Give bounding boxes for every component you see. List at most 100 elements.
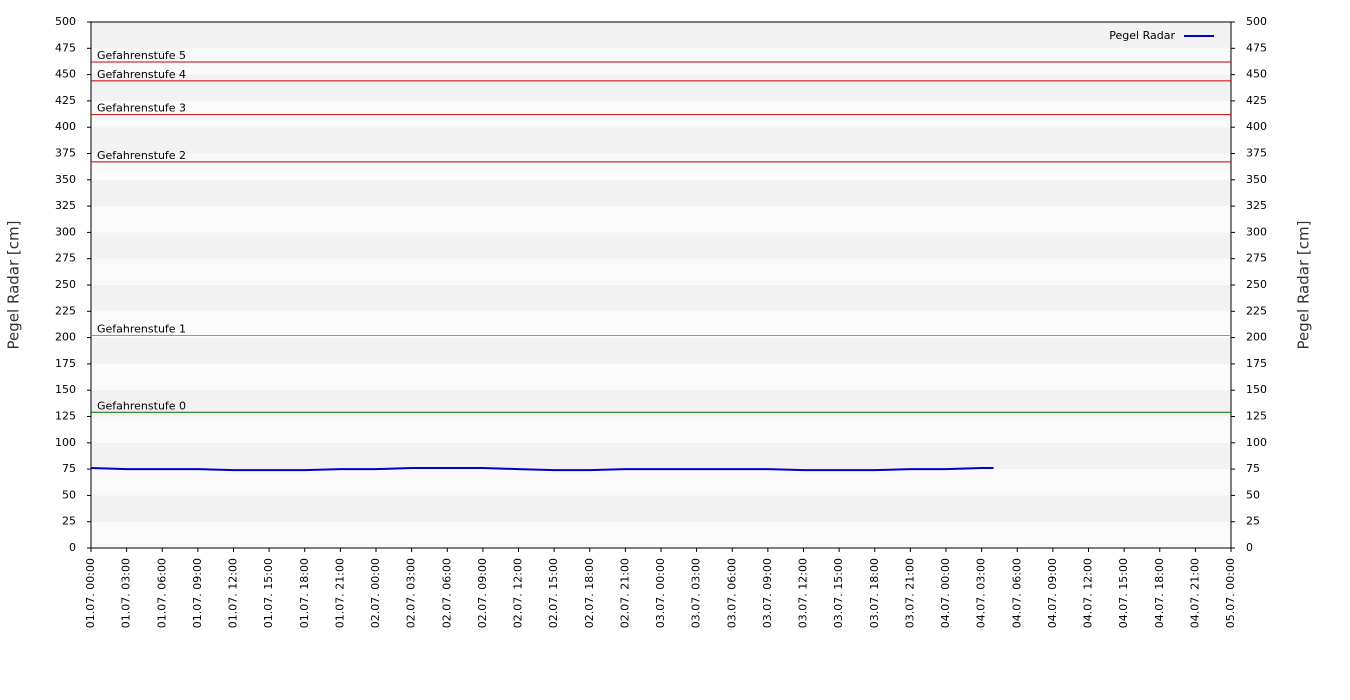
x-tick-label: 04.07. 09:00 bbox=[1046, 558, 1059, 628]
y2-tick-label: 200 bbox=[1246, 331, 1267, 344]
grid-band bbox=[91, 127, 1231, 154]
grid-band bbox=[91, 363, 1231, 391]
y-tick-label: 400 bbox=[55, 120, 76, 133]
y2-tick-label: 50 bbox=[1246, 488, 1260, 501]
x-tick-label: 02.07. 03:00 bbox=[405, 558, 418, 628]
y-tick-label: 375 bbox=[55, 147, 76, 160]
x-tick-label: 04.07. 15:00 bbox=[1117, 558, 1130, 628]
y-tick-label: 500 bbox=[55, 15, 76, 28]
x-tick-label: 04.07. 00:00 bbox=[939, 558, 952, 628]
grid-band bbox=[91, 337, 1231, 364]
x-tick-label: 03.07. 00:00 bbox=[654, 558, 667, 628]
y-tick-label: 425 bbox=[55, 94, 76, 107]
x-tick-label: 01.07. 21:00 bbox=[333, 558, 346, 628]
x-tick-label: 05.07. 00:00 bbox=[1224, 558, 1237, 628]
y-tick-label: 50 bbox=[62, 488, 76, 501]
x-tick-label: 03.07. 15:00 bbox=[832, 558, 845, 628]
y-tick-label: 325 bbox=[55, 199, 76, 212]
threshold-label: Gefahrenstufe 2 bbox=[97, 149, 186, 162]
y2-tick-label: 75 bbox=[1246, 462, 1260, 475]
x-tick-label: 03.07. 18:00 bbox=[868, 558, 881, 628]
x-tick-label: 01.07. 00:00 bbox=[84, 558, 97, 628]
threshold-label: Gefahrenstufe 1 bbox=[97, 322, 186, 335]
x-tick-label: 02.07. 09:00 bbox=[476, 558, 489, 628]
x-tick-label: 04.07. 18:00 bbox=[1153, 558, 1166, 628]
x-tick-label: 01.07. 03:00 bbox=[120, 558, 133, 628]
y2-tick-label: 400 bbox=[1246, 120, 1267, 133]
x-tick-label: 04.07. 03:00 bbox=[975, 558, 988, 628]
y2-tick-label: 350 bbox=[1246, 173, 1267, 186]
y-tick-label: 175 bbox=[55, 357, 76, 370]
x-tick-label: 03.07. 06:00 bbox=[725, 558, 738, 628]
y-tick-label: 450 bbox=[55, 68, 76, 81]
grid-band bbox=[91, 311, 1231, 338]
grid-band bbox=[91, 48, 1231, 75]
y2-tick-label: 0 bbox=[1246, 541, 1253, 554]
grid-band bbox=[91, 22, 1231, 49]
grid-band bbox=[91, 206, 1231, 233]
series-line bbox=[90, 467, 994, 472]
y-tick-label: 300 bbox=[55, 225, 76, 238]
y-tick-label: 275 bbox=[55, 252, 76, 265]
x-tick-label: 01.07. 15:00 bbox=[262, 558, 275, 628]
y2-tick-label: 100 bbox=[1246, 436, 1267, 449]
y2-tick-label: 475 bbox=[1246, 41, 1267, 54]
y-tick-label: 150 bbox=[55, 383, 76, 396]
y-tick-label: 125 bbox=[55, 410, 76, 423]
y2-tick-label: 25 bbox=[1246, 515, 1260, 528]
y2-tick-label: 300 bbox=[1246, 225, 1267, 238]
x-tick-label: 02.07. 21:00 bbox=[618, 558, 631, 628]
grid-band bbox=[91, 521, 1231, 548]
y-tick-label: 225 bbox=[55, 304, 76, 317]
y-tick-label: 475 bbox=[55, 41, 76, 54]
grid-band bbox=[91, 442, 1231, 470]
x-tick-label: 03.07. 03:00 bbox=[690, 558, 703, 628]
grid-band bbox=[91, 74, 1231, 101]
y2-tick-label: 225 bbox=[1246, 304, 1267, 317]
x-tick-label: 01.07. 18:00 bbox=[298, 558, 311, 628]
grid-band bbox=[91, 258, 1231, 285]
grid-band bbox=[91, 153, 1231, 180]
x-tick-label: 03.07. 12:00 bbox=[797, 558, 810, 628]
threshold-label: Gefahrenstufe 3 bbox=[97, 102, 186, 115]
grid-band bbox=[91, 232, 1231, 259]
y2-tick-label: 125 bbox=[1246, 410, 1267, 423]
y2-tick-label: 425 bbox=[1246, 94, 1267, 107]
y-tick-label: 75 bbox=[62, 462, 76, 475]
x-tick-label: 04.07. 06:00 bbox=[1010, 558, 1023, 628]
threshold-label: Gefahrenstufe 5 bbox=[97, 49, 186, 62]
y2-tick-label: 150 bbox=[1246, 383, 1267, 396]
y2-tick-label: 325 bbox=[1246, 199, 1267, 212]
y-tick-label: 100 bbox=[55, 436, 76, 449]
grid-band bbox=[91, 416, 1231, 443]
x-tick-label: 03.07. 09:00 bbox=[761, 558, 774, 628]
y2-tick-label: 250 bbox=[1246, 278, 1267, 291]
grid-band bbox=[91, 495, 1231, 522]
y2-tick-label: 275 bbox=[1246, 252, 1267, 265]
grid-band bbox=[91, 179, 1231, 207]
y2-tick-label: 500 bbox=[1246, 15, 1267, 28]
x-tick-label: 03.07. 21:00 bbox=[903, 558, 916, 628]
x-tick-label: 02.07. 12:00 bbox=[512, 558, 525, 628]
y-axis-label: Pegel Radar [cm] bbox=[5, 221, 23, 350]
legend-label: Pegel Radar bbox=[1109, 29, 1175, 42]
y2-tick-label: 175 bbox=[1246, 357, 1267, 370]
x-tick-label: 01.07. 12:00 bbox=[227, 558, 240, 628]
x-tick-label: 01.07. 06:00 bbox=[155, 558, 168, 628]
x-tick-label: 04.07. 21:00 bbox=[1188, 558, 1201, 628]
grid-band bbox=[91, 469, 1231, 496]
grid-band bbox=[91, 285, 1231, 312]
y-tick-label: 350 bbox=[55, 173, 76, 186]
x-tick-label: 02.07. 18:00 bbox=[583, 558, 596, 628]
y2-axis-label: Pegel Radar [cm] bbox=[1295, 221, 1313, 350]
threshold-label: Gefahrenstufe 0 bbox=[97, 399, 186, 412]
y-tick-label: 25 bbox=[62, 515, 76, 528]
grid-band bbox=[91, 100, 1231, 128]
y-tick-label: 0 bbox=[69, 541, 76, 554]
y2-tick-label: 450 bbox=[1246, 68, 1267, 81]
x-tick-label: 02.07. 06:00 bbox=[440, 558, 453, 628]
x-tick-label: 02.07. 15:00 bbox=[547, 558, 560, 628]
x-tick-label: 02.07. 00:00 bbox=[369, 558, 382, 628]
threshold-label: Gefahrenstufe 4 bbox=[97, 68, 186, 81]
